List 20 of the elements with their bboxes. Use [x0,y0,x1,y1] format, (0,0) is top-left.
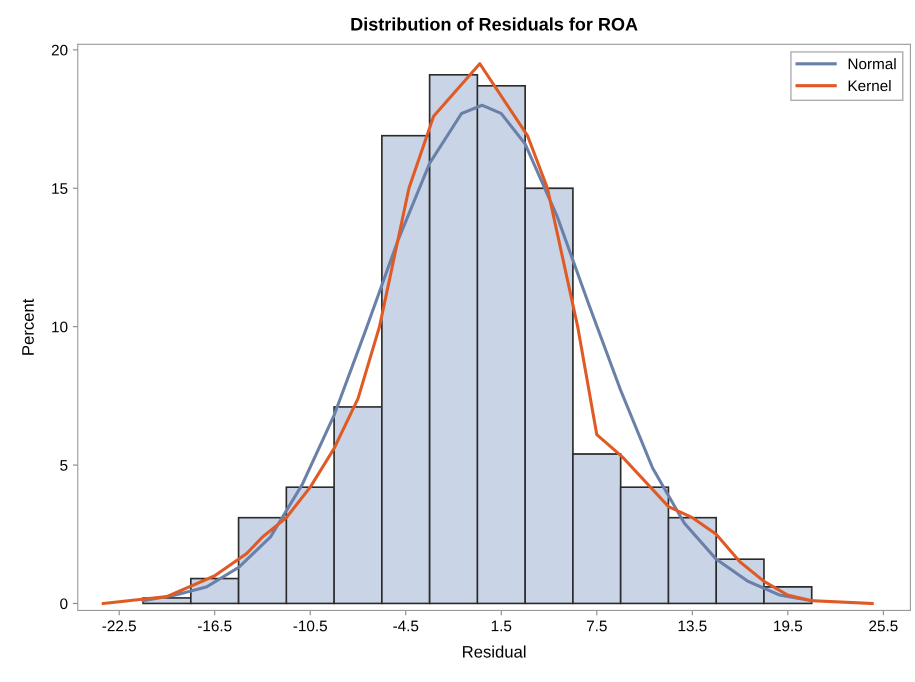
y-tick-label: 10 [52,322,68,332]
x-tick-label: -10.5 [293,620,327,632]
y-tick-label: 0 [60,598,68,610]
y-tick-label: 5 [60,460,68,471]
x-tick-label: -16.5 [198,620,232,632]
x-tick-label: -4.5 [393,620,418,632]
legend-label: Kernel [848,80,891,92]
chart-title: Distribution of Residuals for ROA [351,17,638,31]
y-axis-title: Percent [22,298,34,355]
line-series [142,104,814,602]
y-tick-label: 15 [52,183,68,194]
x-tick-label: 19.5 [774,620,802,632]
x-tick-label: -22.5 [102,620,136,632]
x-tick-label: 25.5 [869,620,898,632]
y-tick-label: 20 [52,44,68,56]
x-tick-label: 1.5 [492,620,512,632]
x-tick-label: 7.5 [586,620,607,632]
legend-label: Normal [848,58,896,70]
x-tick-label: 13.5 [678,620,707,632]
x-axis-title: Residual [463,645,526,658]
